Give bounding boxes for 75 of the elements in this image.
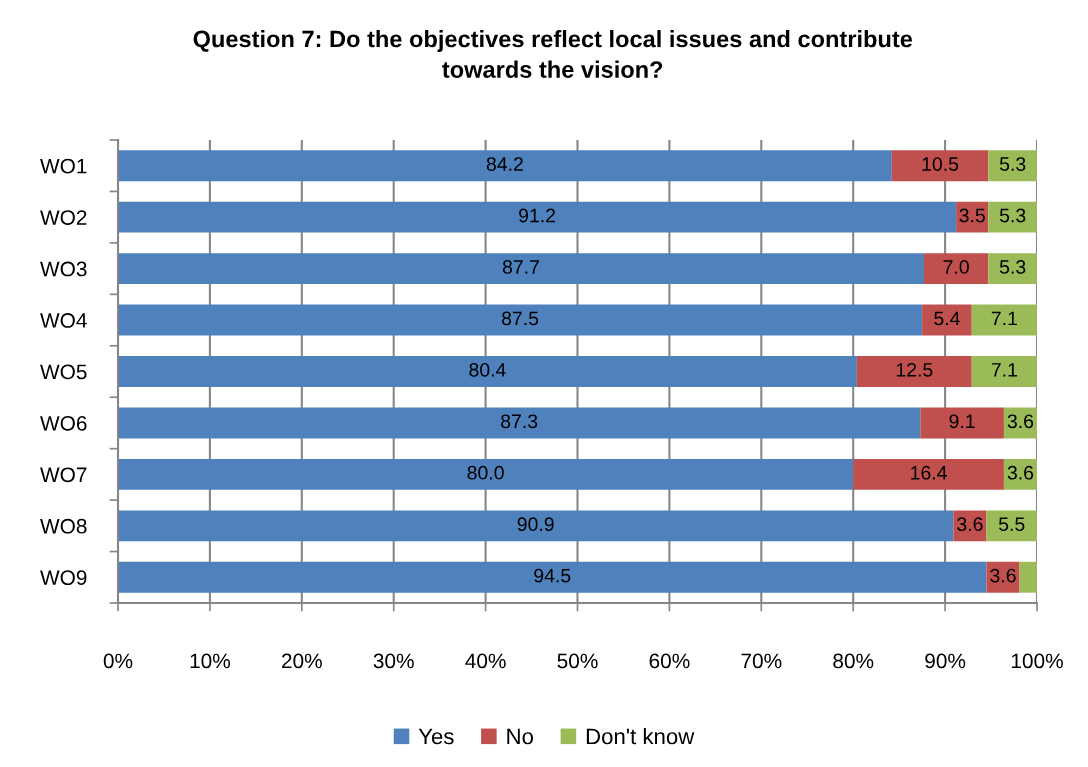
bar: [920, 407, 1004, 439]
data-label: 10.5: [922, 157, 959, 171]
y-tick-label: WO2: [40, 210, 87, 225]
data-label: 3.6: [1007, 465, 1034, 480]
bar: [988, 201, 1037, 233]
data-label: 7.1: [991, 363, 1017, 377]
data-label: 80.0: [467, 465, 504, 480]
legend-label: No: [507, 728, 534, 745]
x-tick-label: 70%: [741, 653, 782, 669]
bar: [118, 356, 857, 387]
data-label: 87.3: [501, 414, 538, 429]
data-label: 80.4: [469, 362, 506, 377]
y-tick-label: WO7: [40, 467, 87, 483]
data-label: 3.5: [959, 208, 985, 223]
bar: [891, 150, 989, 182]
bar: [118, 407, 921, 439]
data-label: 5.4: [934, 311, 960, 326]
x-tick-label: 60%: [649, 653, 690, 669]
bar: [922, 304, 972, 336]
x-tick-label: 40%: [465, 653, 506, 669]
legend-label: Yes: [418, 728, 454, 745]
y-tick-label: WO3: [40, 261, 87, 277]
data-label: 84.2: [486, 157, 523, 171]
bar: [923, 253, 989, 285]
bar: [986, 510, 1037, 542]
bar: [1003, 458, 1037, 490]
bar: [986, 561, 1020, 593]
x-tick-label: 20%: [282, 653, 322, 669]
y-tick-label: WO4: [40, 313, 87, 328]
data-label: 3.6: [1007, 414, 1034, 429]
data-label: 87.7: [502, 260, 539, 274]
data-label: 5.3: [999, 157, 1026, 171]
data-label: 7.1: [991, 311, 1017, 326]
bar: [971, 304, 1037, 336]
chart-title: Question 7: Do the objectives reflect local issues and contribute towards the vision?: [193, 30, 913, 78]
bar: [118, 201, 957, 233]
x-tick-label: 80%: [833, 653, 874, 669]
data-label: 87.5: [501, 311, 539, 326]
x-tick-label: 50%: [557, 653, 598, 669]
x-tick-label: 30%: [373, 653, 414, 669]
legend-label: Don't know: [586, 728, 695, 745]
data-label: 3.6: [990, 568, 1016, 583]
bar: [118, 561, 987, 593]
bar: [118, 510, 954, 542]
data-label: 12.5: [896, 362, 933, 377]
bar: [988, 253, 1037, 285]
x-tick-label: 0%: [103, 653, 133, 669]
bar: [1019, 561, 1037, 593]
data-label: 3.6: [957, 517, 983, 532]
bar: [988, 150, 1037, 182]
data-label: 5.5: [998, 517, 1025, 532]
data-label: 5.3: [999, 260, 1026, 274]
data-label: 7.0: [943, 260, 969, 274]
bar: [118, 150, 892, 182]
bar: [118, 304, 923, 336]
bar: [118, 458, 854, 490]
x-tick-label: 90%: [925, 653, 966, 669]
data-label: 90.9: [517, 517, 554, 532]
y-tick-label: WO5: [40, 364, 87, 380]
data-label: 16.4: [911, 465, 947, 480]
x-tick-label: 10%: [190, 653, 231, 669]
data-label: 5.3: [999, 208, 1026, 223]
bar: [856, 356, 972, 387]
y-tick-label: WO8: [40, 518, 87, 534]
y-tick-label: WO6: [40, 415, 87, 431]
x-tick-label: 100%: [1011, 653, 1063, 669]
y-tick-label: WO9: [40, 570, 87, 586]
data-label: 91.2: [519, 208, 556, 223]
bar: [853, 458, 1004, 490]
bar: [971, 356, 1037, 387]
bar: [118, 253, 924, 285]
data-label: 9.1: [949, 414, 975, 429]
data-label: 94.5: [534, 568, 571, 583]
y-tick-label: WO1: [40, 158, 87, 174]
bar: [956, 201, 989, 233]
